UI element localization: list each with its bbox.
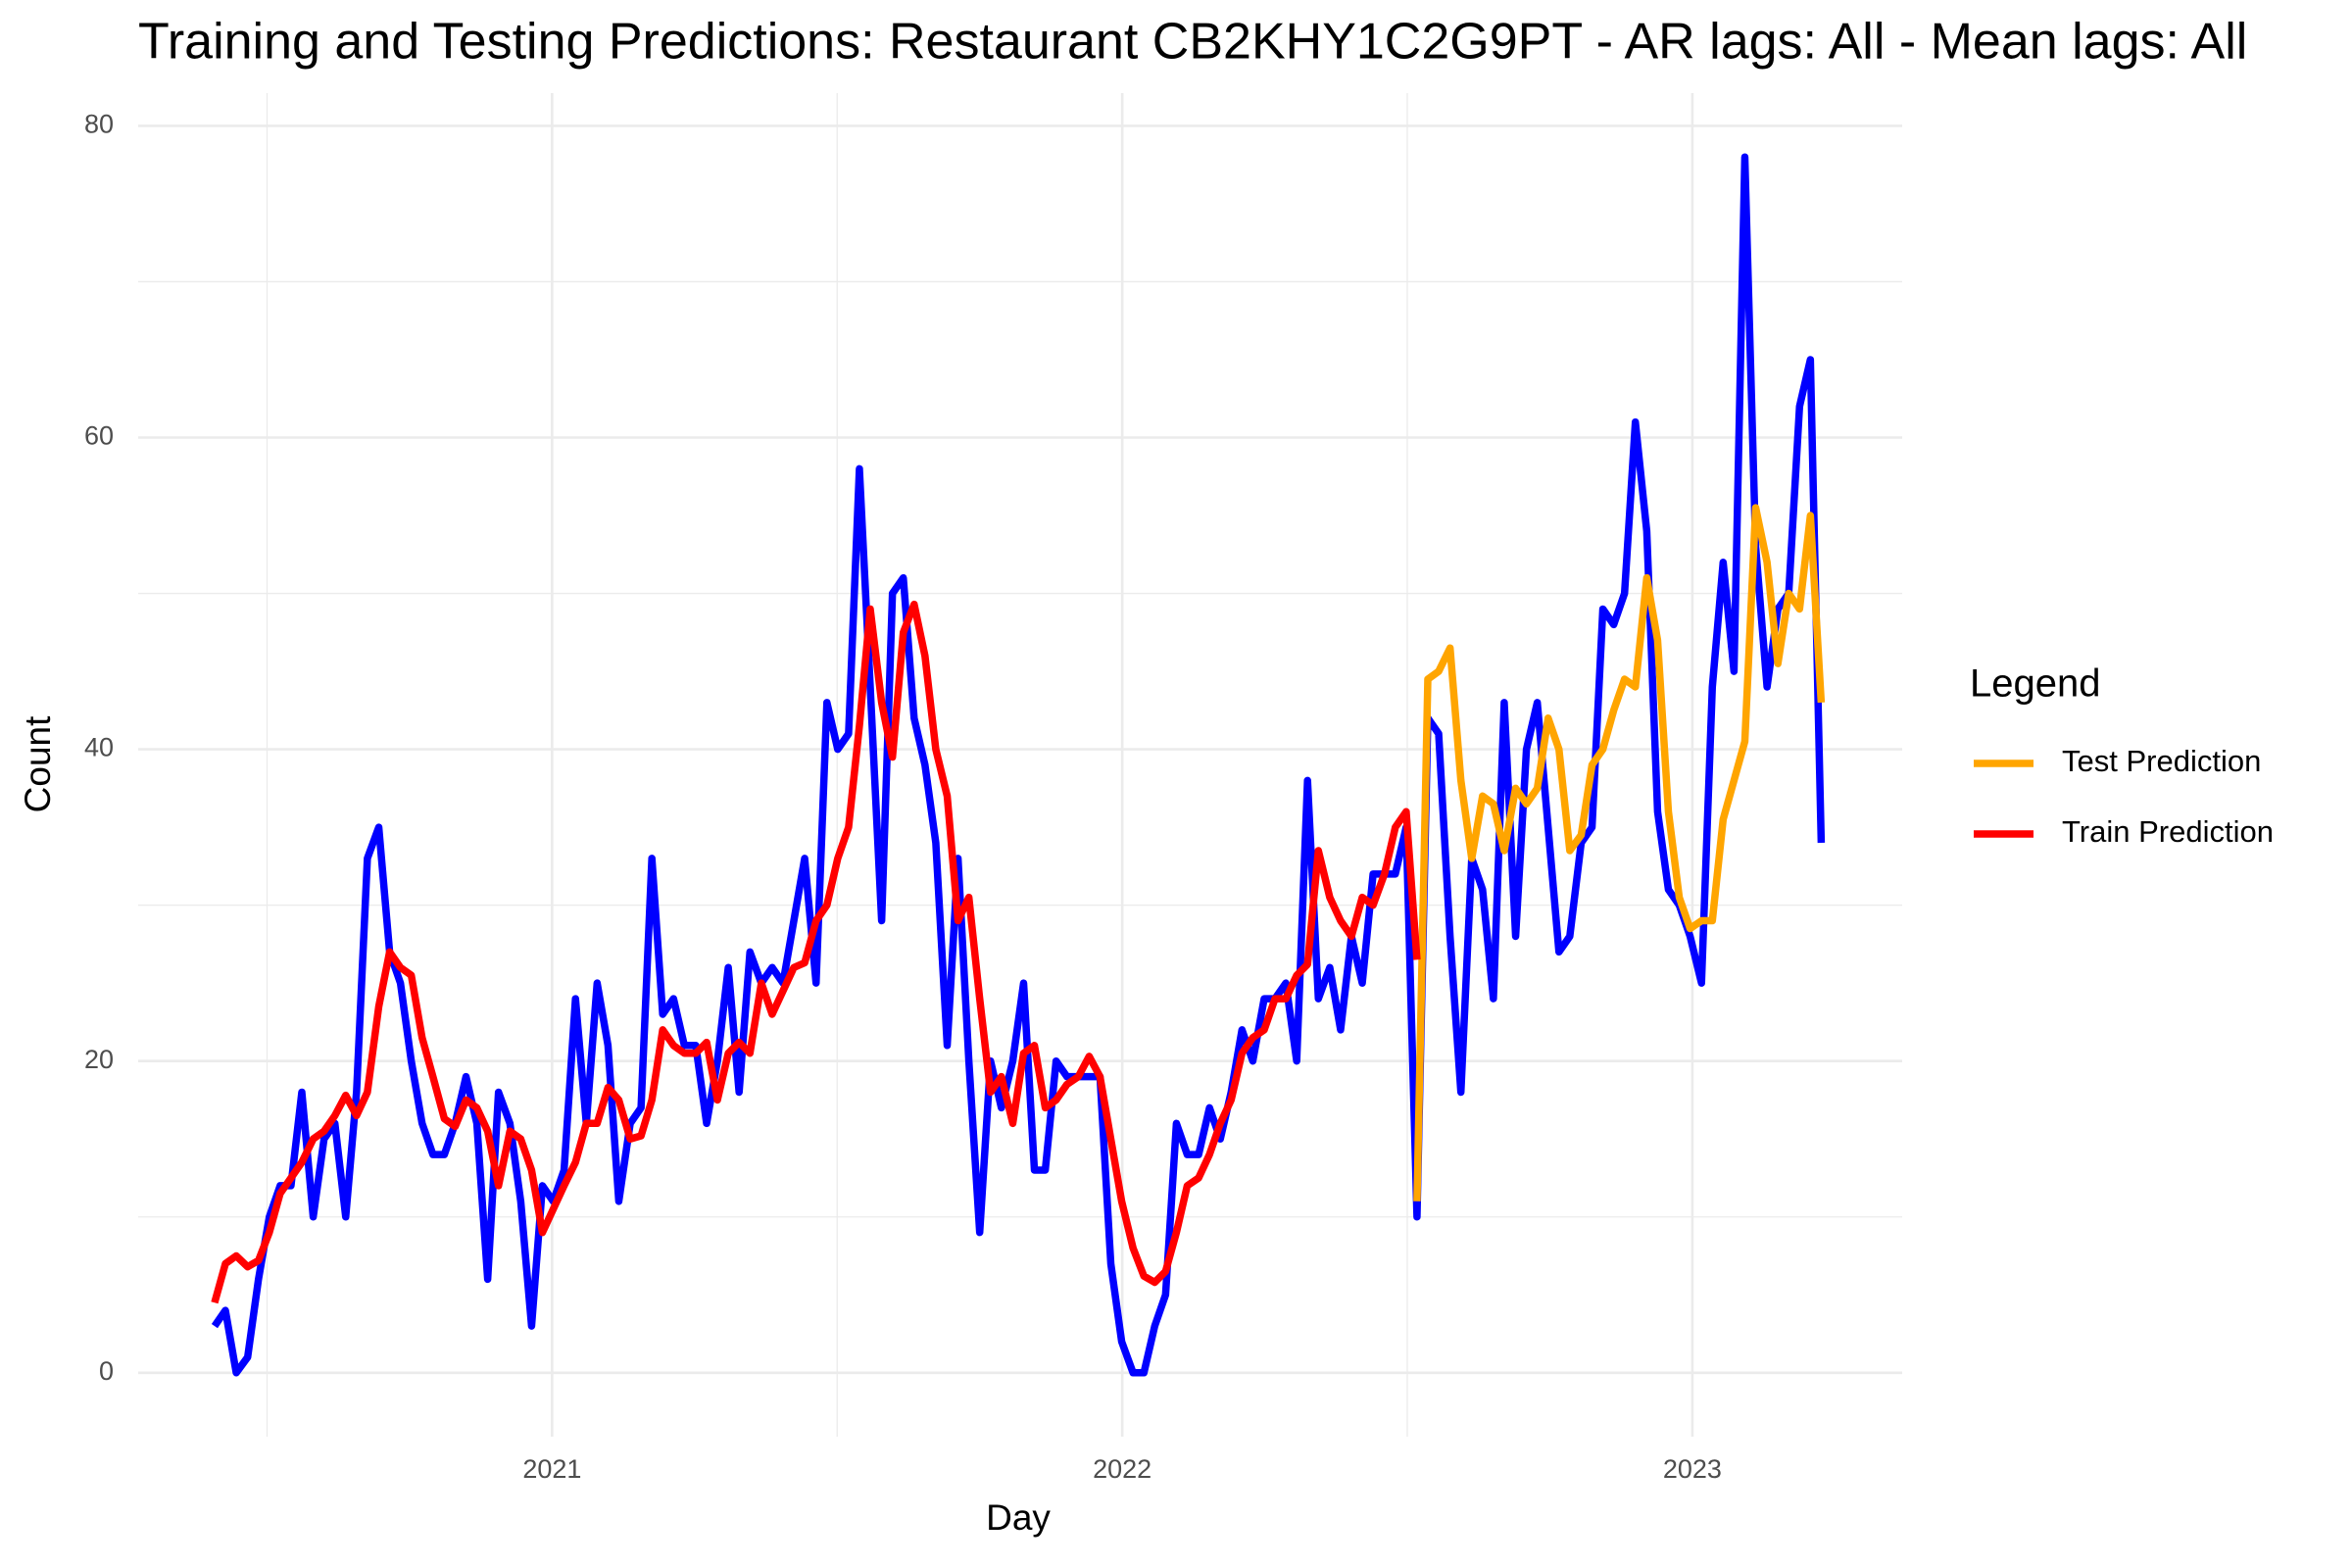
x-tick-label: 2021 xyxy=(522,1454,581,1484)
legend-title: Legend xyxy=(1970,662,2100,706)
x-axis-title: Day xyxy=(986,1497,1051,1538)
x-tick-label: 2023 xyxy=(1663,1454,1722,1484)
y-axis-title: Count xyxy=(18,715,58,812)
series-line xyxy=(1413,504,1826,1201)
x-tick-label: 2022 xyxy=(1093,1454,1152,1484)
y-tick-label: 0 xyxy=(99,1356,114,1386)
legend-label: Test Prediction xyxy=(2062,744,2261,778)
y-tick-label: 20 xyxy=(84,1045,114,1074)
series-line xyxy=(211,153,1826,1377)
legend-label: Train Prediction xyxy=(2062,814,2274,849)
plot-lines xyxy=(211,153,1826,1377)
y-tick-label: 60 xyxy=(84,421,114,451)
y-tick-label: 40 xyxy=(84,733,114,762)
chart-title: Training and Testing Predictions: Restau… xyxy=(138,14,2247,71)
series-line xyxy=(211,600,1421,1304)
y-tick-label: 80 xyxy=(84,110,114,139)
legend: Legend Test Prediction Train Prediction xyxy=(1970,662,2274,850)
